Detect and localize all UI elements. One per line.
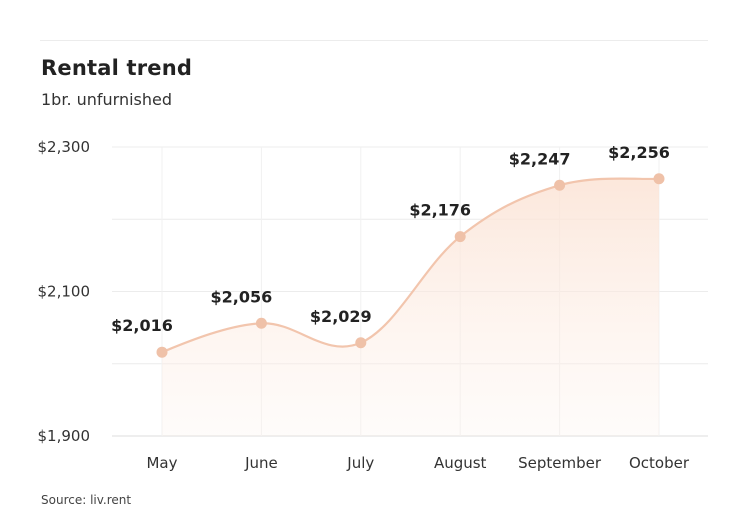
x-tick-label: September: [518, 454, 602, 472]
chart-title: Rental trend: [41, 56, 193, 80]
series-line: [161, 177, 660, 354]
x-tick-label: August: [434, 454, 487, 472]
data-label: $2,016: [111, 316, 173, 335]
area-fill: [162, 178, 659, 437]
x-tick-label: May: [146, 454, 177, 472]
y-tick-label: $2,300: [38, 138, 91, 156]
data-label: $2,247: [509, 149, 571, 168]
data-point[interactable]: [156, 346, 168, 358]
y-tick-label: $2,100: [38, 283, 91, 301]
chart-subtitle: 1br. unfurnished: [41, 90, 173, 109]
top-divider: [40, 40, 708, 41]
x-tick-label: July: [346, 454, 374, 472]
x-tick-label: October: [629, 454, 690, 472]
data-label: $2,176: [409, 201, 471, 220]
x-tick-label: June: [244, 454, 278, 472]
source-note: Source: liv.rent: [41, 493, 132, 507]
data-point[interactable]: [554, 179, 566, 191]
data-label: $2,256: [608, 143, 670, 162]
data-label: $2,029: [310, 307, 372, 326]
y-tick-label: $1,900: [38, 427, 91, 445]
data-point[interactable]: [653, 173, 665, 185]
data-point[interactable]: [255, 317, 267, 329]
data-label: $2,056: [211, 287, 273, 306]
data-point[interactable]: [454, 231, 466, 243]
data-point[interactable]: [355, 337, 367, 349]
